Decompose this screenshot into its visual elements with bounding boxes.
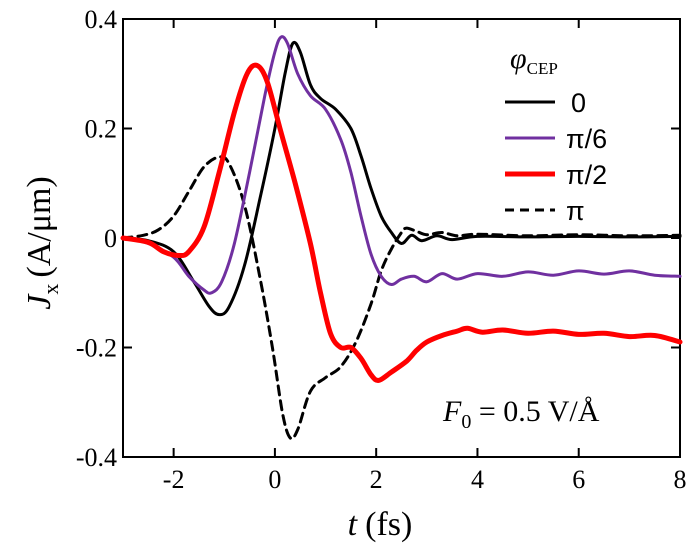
x-tick-label: 6 (572, 465, 585, 494)
legend-label-1: π/6 (566, 124, 607, 154)
y-axis-title: Jx (A/μm) (21, 176, 63, 309)
y-axis-unit: (A/μm) (21, 176, 58, 277)
x-tick-label: 2 (370, 465, 383, 494)
ticks: -2 0 2 4 6 8 -0.4 -0.2 0 0.2 0.4 (76, 5, 687, 494)
y-axis-subscript: x (38, 284, 63, 295)
series-line-2 (120, 62, 683, 383)
legend: φCEP 0 π/6 π/2 π (505, 42, 607, 226)
x-tick-label: 4 (471, 465, 484, 494)
legend-title-symbol: φ (510, 42, 527, 75)
y-tick-label: 0.2 (85, 115, 118, 144)
y-tick-label: 0 (104, 224, 117, 253)
x-tick-label: 8 (674, 465, 687, 494)
series-line-1 (121, 35, 682, 295)
series-group (120, 35, 683, 441)
x-axis-symbol: t (348, 506, 359, 543)
annotation-text: = 0.5 V/Å (471, 395, 599, 428)
y-tick-label: -0.2 (76, 334, 117, 363)
x-axis-unit: (fs) (365, 506, 412, 543)
x-tick-label: -2 (163, 465, 185, 494)
svg-text:Jx(A/μm): Jx (A/μm) (21, 176, 63, 309)
y-tick-label: -0.4 (76, 443, 117, 472)
y-axis-symbol: J (21, 293, 58, 310)
legend-label-0: 0 (571, 88, 586, 118)
legend-title-subscript: CEP (527, 59, 558, 78)
x-tick-label: 0 (268, 465, 281, 494)
series-line-0 (121, 40, 682, 317)
legend-label-2: π/2 (566, 160, 607, 190)
annotation-subscript: 0 (461, 411, 471, 433)
field-annotation: F0 = 0.5 V/Å (442, 395, 600, 433)
y-tick-label: 0.4 (85, 5, 118, 34)
annotation-symbol: F (442, 395, 462, 428)
x-axis-title: t (fs) (348, 506, 413, 543)
legend-label-3: π (566, 196, 585, 226)
series-line-3 (121, 155, 682, 441)
legend-title: φCEP (510, 42, 558, 78)
